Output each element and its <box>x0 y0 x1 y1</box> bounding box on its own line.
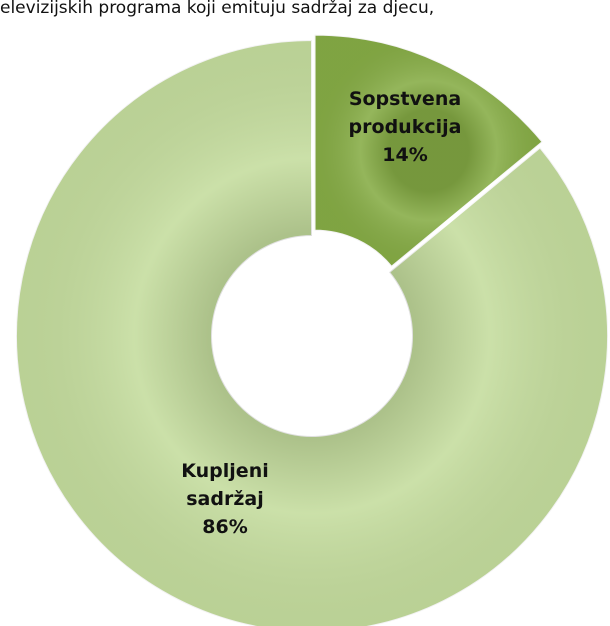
value-label: 86% <box>202 516 248 538</box>
chart-title: elevizijskih programa koji emituju sadrž… <box>0 0 435 18</box>
slice-label: Sopstvena produkcija 14% <box>335 85 475 169</box>
category-label: Sopstvena produkcija <box>348 88 462 138</box>
category-label: Kupljeni sadržaj <box>181 460 269 510</box>
value-label: 14% <box>382 144 428 166</box>
slice-label: Kupljeni sadržaj 86% <box>155 457 295 541</box>
